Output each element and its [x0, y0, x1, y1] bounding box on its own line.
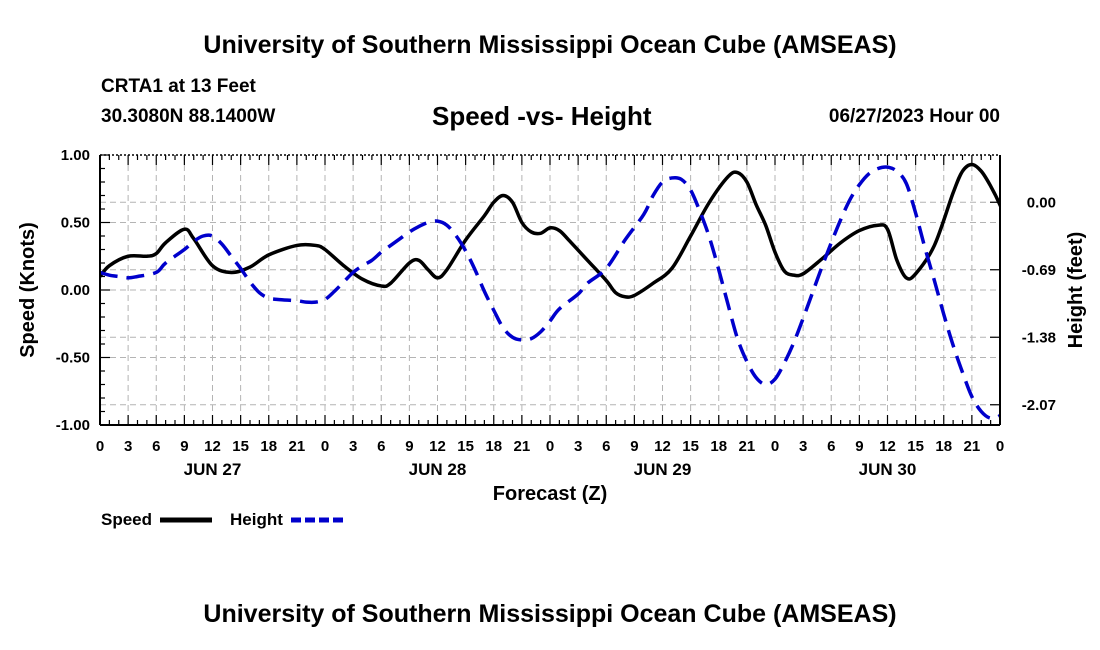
station-coordinates: 30.3080N 88.1400W: [101, 106, 276, 127]
forecast-timestamp: 06/27/2023 Hour 00: [828, 106, 1000, 127]
x-tick-label: 9: [630, 438, 638, 455]
x-tick-label: 15: [232, 438, 249, 455]
x-tick-label: 6: [827, 438, 835, 455]
x-tick-label: 18: [710, 438, 727, 455]
axes: 0 3 6 9 12 15 18 21 0 3 6 9 12 15 18 21 0 3 6 9 12 15 18 21 0 3 6 9…: [56, 147, 1056, 479]
x-tick-label: 9: [855, 438, 863, 455]
x-tick-label: 9: [405, 438, 413, 455]
day-label: JUN 29: [634, 460, 692, 479]
x-tick-label: 9: [180, 438, 188, 455]
footer-title: University of Southern Mississippi Ocean…: [203, 600, 897, 628]
legend: Speed Height: [101, 510, 343, 529]
x-tick-label: 18: [935, 438, 952, 455]
x-tick-label: 3: [574, 438, 582, 455]
x-tick-label: 21: [514, 438, 531, 455]
y-tick-label: 1.00: [61, 147, 90, 164]
y-tick-label: 0.00: [61, 282, 90, 299]
x-tick-label: 18: [260, 438, 277, 455]
y2-tick-label: -2.07: [1022, 397, 1056, 414]
page-title: University of Southern Mississippi Ocean…: [203, 31, 897, 59]
axis-labels: Forecast (Z) Speed (Knots) Height (feet): [17, 222, 1087, 505]
legend-label-speed: Speed: [101, 510, 152, 529]
series-lines: [100, 162, 1000, 421]
x-tick-label: 0: [996, 438, 1004, 455]
y-tick-label: -0.50: [56, 350, 90, 367]
x-tick-label: 12: [204, 438, 221, 455]
y-tick-label: 0.50: [61, 215, 90, 232]
x-tick-label: 3: [799, 438, 807, 455]
y2-tick-label: -1.38: [1022, 329, 1056, 346]
x-tick-label: 0: [771, 438, 779, 455]
x-tick-label: 3: [349, 438, 357, 455]
station-name: CRTA1 at 13 Feet: [101, 76, 256, 97]
x-tick-label: 6: [377, 438, 385, 455]
x-tick-label: 6: [152, 438, 160, 455]
speed-series-line: [100, 162, 1000, 299]
x-tick-label: 12: [429, 438, 446, 455]
x-tick-label: 0: [321, 438, 329, 455]
x-tick-label: 3: [124, 438, 132, 455]
y-tick-label: -1.00: [56, 417, 90, 434]
x-tick-label: 6: [602, 438, 610, 455]
x-tick-label: 15: [682, 438, 699, 455]
x-tick-label: 12: [879, 438, 896, 455]
y2-tick-label: 0.00: [1027, 194, 1056, 211]
y2-tick-label: -0.69: [1022, 262, 1056, 279]
day-label: JUN 27: [184, 460, 242, 479]
legend-label-height: Height: [230, 510, 283, 529]
chart-title: Speed -vs- Height: [432, 101, 652, 131]
day-label: JUN 28: [409, 460, 467, 479]
x-axis-label: Forecast (Z): [493, 483, 607, 505]
grid-lines: [100, 155, 1000, 425]
y-axis-label: Speed (Knots): [17, 222, 39, 358]
x-tick-label: 21: [289, 438, 306, 455]
height-series-line: [100, 165, 1000, 421]
x-tick-label: 12: [654, 438, 671, 455]
x-tick-label: 15: [907, 438, 924, 455]
y2-axis-label: Height (feet): [1065, 232, 1087, 349]
x-tick-label: 15: [457, 438, 474, 455]
x-tick-label: 21: [964, 438, 981, 455]
x-tick-label: 0: [96, 438, 104, 455]
x-tick-label: 21: [739, 438, 756, 455]
x-tick-label: 0: [546, 438, 554, 455]
x-tick-label: 18: [485, 438, 502, 455]
day-label: JUN 30: [859, 460, 917, 479]
